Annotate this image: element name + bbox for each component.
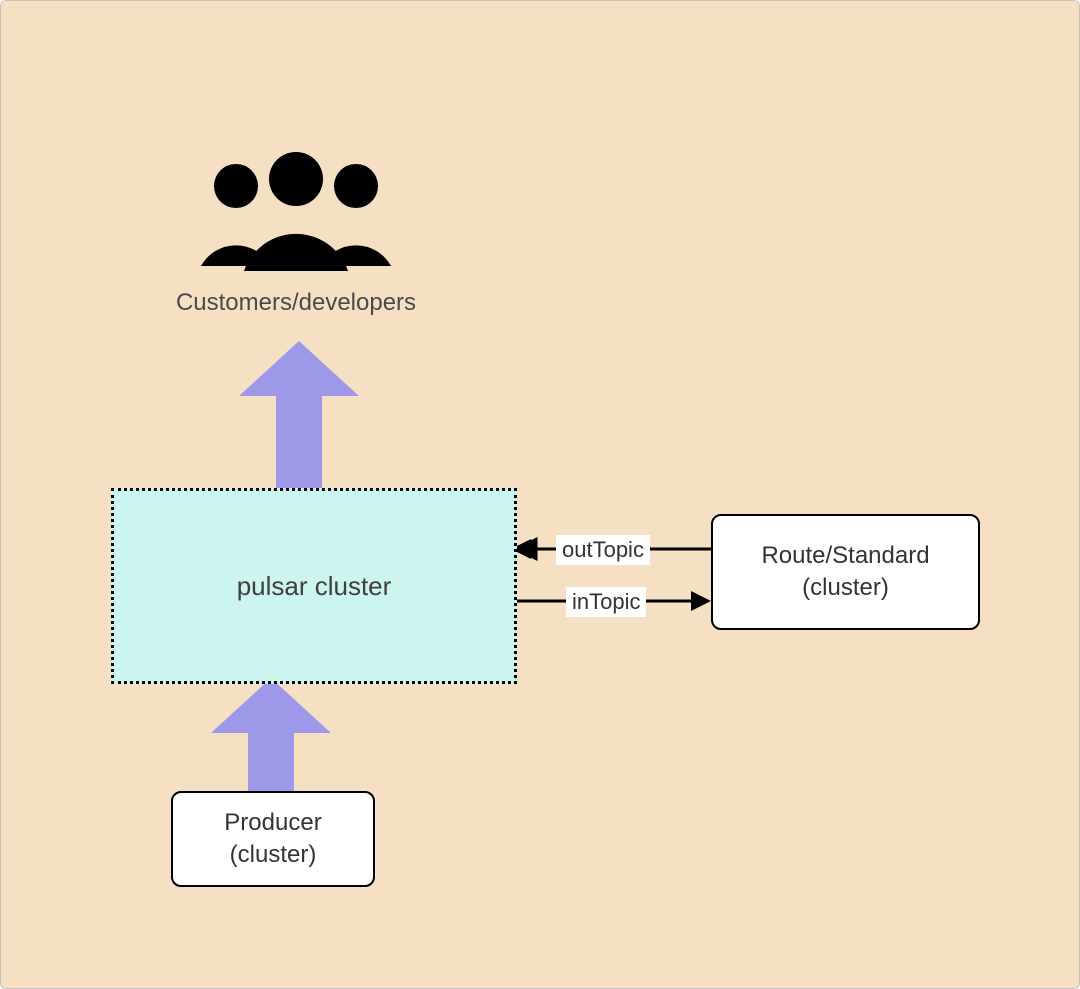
node-pulsar-cluster-label: pulsar cluster: [237, 571, 392, 602]
node-route-standard: Route/Standard (cluster): [711, 514, 980, 630]
node-route-line2: (cluster): [761, 572, 929, 604]
edge-label-intopic: inTopic: [566, 587, 646, 617]
node-producer-line1: Producer: [224, 807, 321, 839]
users-group-icon: [201, 152, 391, 271]
diagram-canvas: Customers/developers pulsar cluster Rout…: [0, 0, 1080, 989]
node-pulsar-cluster: pulsar cluster: [111, 488, 517, 684]
node-producer: Producer (cluster): [171, 791, 375, 887]
node-producer-line2: (cluster): [224, 839, 321, 871]
arrow-pulsar-to-customers: [239, 341, 359, 488]
arrow-producer-to-pulsar: [211, 678, 331, 791]
customers-label: Customers/developers: [151, 289, 441, 317]
node-route-line1: Route/Standard: [761, 540, 929, 572]
edge-label-outtopic: outTopic: [556, 535, 650, 565]
